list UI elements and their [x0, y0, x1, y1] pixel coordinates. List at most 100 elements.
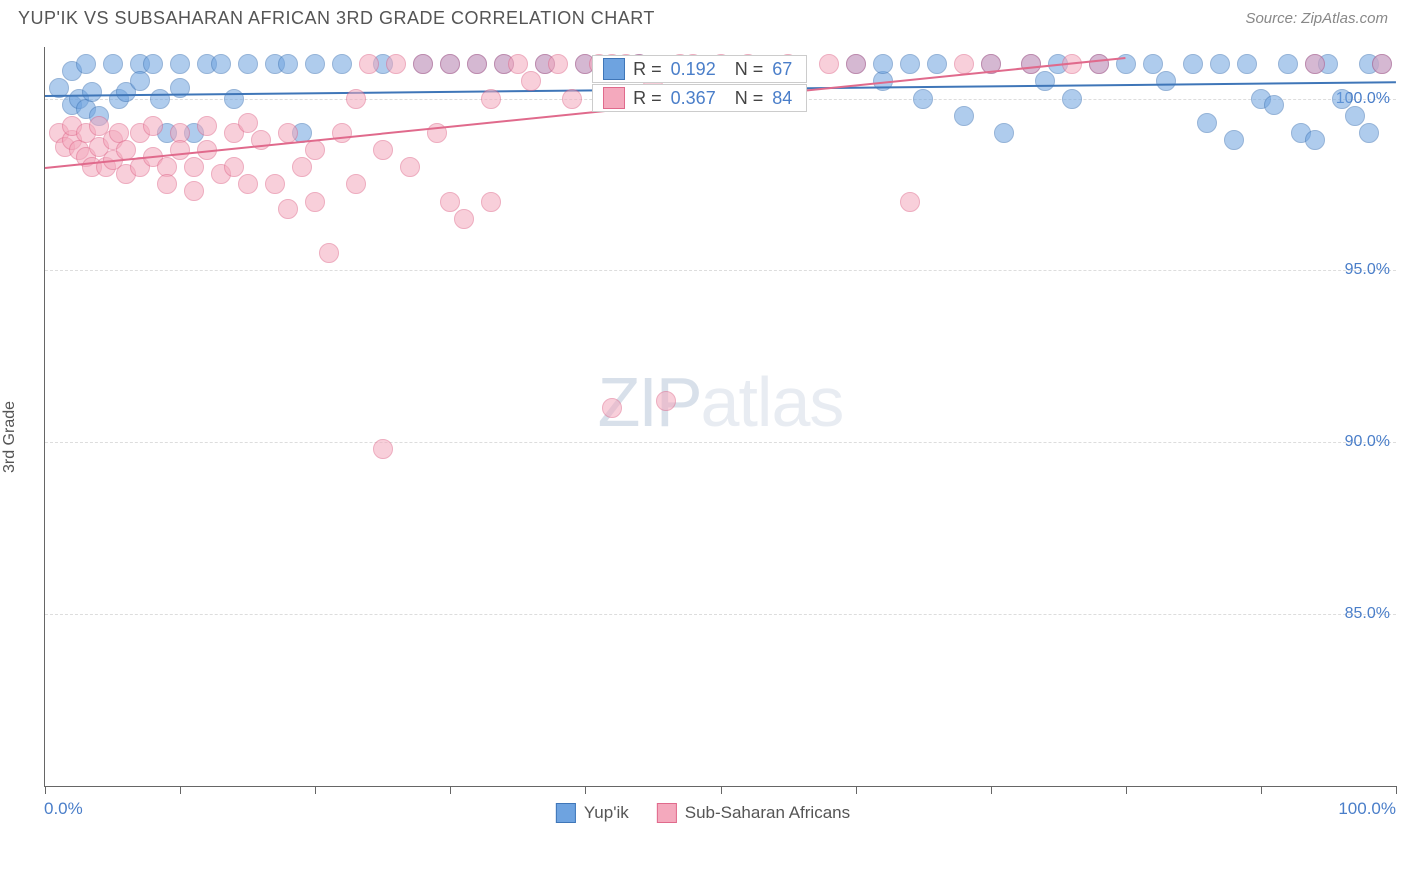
x-tick [856, 786, 857, 794]
data-point [1143, 54, 1163, 74]
data-point [1021, 54, 1041, 74]
data-point [103, 54, 123, 74]
data-point [130, 71, 150, 91]
data-point [224, 157, 244, 177]
legend-swatch-icon [657, 803, 677, 823]
data-point [373, 439, 393, 459]
data-point [386, 54, 406, 74]
legend-label: Yup'ik [584, 803, 629, 823]
x-tick [991, 786, 992, 794]
data-point [359, 54, 379, 74]
data-point [332, 54, 352, 74]
data-point [238, 113, 258, 133]
x-tick [450, 786, 451, 794]
stat-swatch-icon [603, 87, 625, 109]
data-point [508, 54, 528, 74]
gridline [45, 270, 1396, 271]
data-point [346, 89, 366, 109]
y-axis-label: 3rd Grade [1, 401, 19, 473]
data-point [1035, 71, 1055, 91]
data-point [184, 157, 204, 177]
data-point [346, 174, 366, 194]
data-point [184, 181, 204, 201]
data-point [143, 116, 163, 136]
y-tick-label: 90.0% [1345, 433, 1390, 451]
data-point [656, 391, 676, 411]
chart-title: YUP'IK VS SUBSAHARAN AFRICAN 3RD GRADE C… [18, 8, 655, 29]
data-point [481, 192, 501, 212]
data-point [1305, 130, 1325, 150]
data-point [413, 54, 433, 74]
watermark-atlas: atlas [701, 363, 844, 441]
legend-swatch-icon [556, 803, 576, 823]
legend-label: Sub-Saharan Africans [685, 803, 850, 823]
y-tick-label: 95.0% [1345, 261, 1390, 279]
data-point [1305, 54, 1325, 74]
data-point [278, 199, 298, 219]
x-tick [180, 786, 181, 794]
x-tick [1126, 786, 1127, 794]
data-point [954, 106, 974, 126]
data-point [1237, 54, 1257, 74]
data-point [265, 174, 285, 194]
data-point [319, 243, 339, 263]
data-point [562, 89, 582, 109]
data-point [76, 54, 96, 74]
data-point [913, 89, 933, 109]
data-point [211, 54, 231, 74]
legend-item-yupik: Yup'ik [556, 803, 629, 823]
data-point [1197, 113, 1217, 133]
data-point [994, 123, 1014, 143]
data-point [278, 54, 298, 74]
source-label: Source: ZipAtlas.com [1245, 10, 1388, 27]
data-point [1372, 54, 1392, 74]
data-point [157, 174, 177, 194]
x-tick [1396, 786, 1397, 794]
data-point [1156, 71, 1176, 91]
data-point [1183, 54, 1203, 74]
data-point [1359, 123, 1379, 143]
x-max-label: 100.0% [1338, 799, 1396, 819]
data-point [82, 82, 102, 102]
stat-text: R = 0.192 N = 67 [633, 59, 796, 80]
data-point [1210, 54, 1230, 74]
data-point [467, 54, 487, 74]
data-point [1278, 54, 1298, 74]
x-tick [585, 786, 586, 794]
chart-header: YUP'IK VS SUBSAHARAN AFRICAN 3RD GRADE C… [0, 0, 1406, 37]
data-point [400, 157, 420, 177]
data-point [292, 157, 312, 177]
data-point [197, 116, 217, 136]
data-point [278, 123, 298, 143]
watermark: ZIPatlas [598, 362, 844, 442]
plot-area: ZIPatlas 100.0%95.0%90.0%85.0%R = 0.192 … [44, 47, 1396, 787]
data-point [224, 89, 244, 109]
data-point [521, 71, 541, 91]
data-point [305, 192, 325, 212]
stat-text: R = 0.367 N = 84 [633, 88, 796, 109]
stat-swatch-icon [603, 58, 625, 80]
data-point [1264, 95, 1284, 115]
data-point [1332, 89, 1352, 109]
gridline [45, 614, 1396, 615]
correlation-stat-box: R = 0.192 N = 67 [592, 55, 807, 83]
data-point [1345, 106, 1365, 126]
data-point [873, 54, 893, 74]
data-point [846, 54, 866, 74]
data-point [548, 54, 568, 74]
y-tick-label: 85.0% [1345, 605, 1390, 623]
data-point [170, 54, 190, 74]
correlation-stat-box: R = 0.367 N = 84 [592, 84, 807, 112]
data-point [305, 54, 325, 74]
data-point [927, 54, 947, 74]
x-tick [45, 786, 46, 794]
x-tick [1261, 786, 1262, 794]
data-point [454, 209, 474, 229]
data-point [954, 54, 974, 74]
data-point [373, 140, 393, 160]
data-point [150, 89, 170, 109]
data-point [481, 89, 501, 109]
data-point [440, 192, 460, 212]
data-point [900, 54, 920, 74]
data-point [1224, 130, 1244, 150]
